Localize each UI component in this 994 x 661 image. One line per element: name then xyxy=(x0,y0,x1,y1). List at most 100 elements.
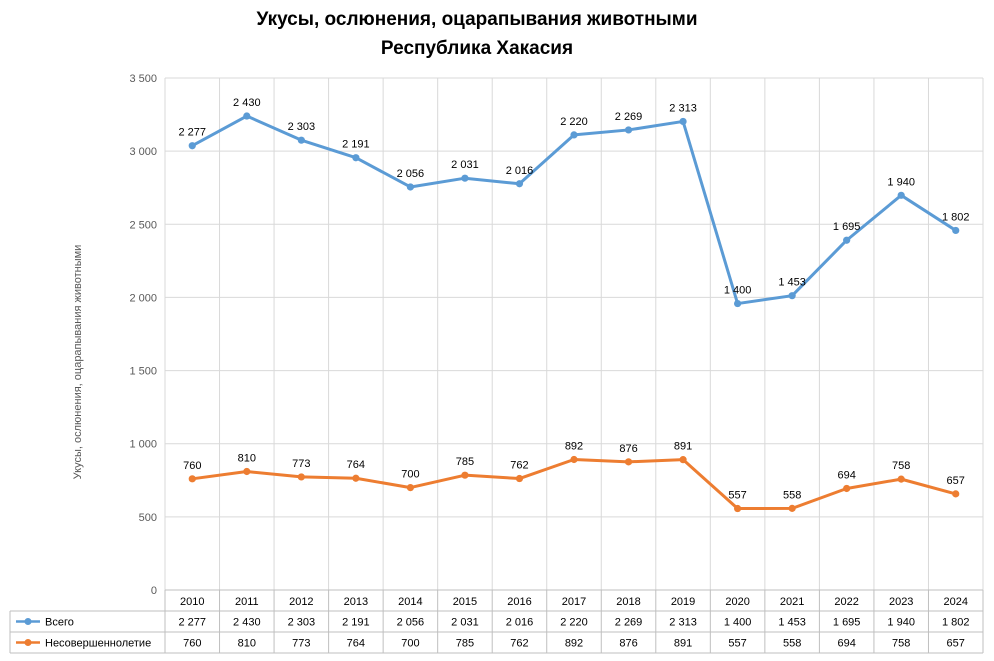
data-point xyxy=(461,174,469,182)
data-point xyxy=(188,142,196,150)
data-point xyxy=(734,504,742,513)
table-cell: 773 xyxy=(292,638,310,650)
table-cell: 2 269 xyxy=(615,617,643,629)
table-header-cell: 2013 xyxy=(344,596,368,608)
table-cell: 1 802 xyxy=(942,617,970,629)
chart-title-line-1: Укусы, ослюнения, оцарапывания животными xyxy=(256,9,697,30)
table-cell: 700 xyxy=(401,638,419,650)
table-cell: 760 xyxy=(183,638,201,650)
data-label: 2 430 xyxy=(233,97,261,109)
table-cell: 557 xyxy=(728,638,746,650)
data-label: 557 xyxy=(728,490,746,502)
y-tick-label: 3 500 xyxy=(129,73,157,85)
data-point xyxy=(461,471,469,479)
table-cell: 2 430 xyxy=(233,617,261,629)
table-header-cell: 2018 xyxy=(616,596,640,608)
table-header-cell: 2012 xyxy=(289,596,313,608)
data-label: 1 453 xyxy=(778,277,806,289)
data-label: 2 303 xyxy=(288,121,316,133)
y-tick-label: 1 500 xyxy=(129,366,157,378)
table-cell: 2 277 xyxy=(179,617,207,629)
table-header-cell: 2014 xyxy=(398,596,422,608)
table-header-cell: 2015 xyxy=(453,596,477,608)
table-header-cell: 2016 xyxy=(507,596,531,608)
data-point xyxy=(515,474,524,483)
y-axis-label: Укусы, ослюнения, оцарапывания животными xyxy=(72,245,84,480)
data-label: 758 xyxy=(892,460,910,472)
data-point xyxy=(843,236,851,244)
table-header-cell: 2010 xyxy=(180,596,204,608)
data-label: 760 xyxy=(183,460,201,472)
data-point xyxy=(897,475,905,483)
table-cell: 785 xyxy=(456,638,474,650)
legend-label: Всего xyxy=(45,617,74,629)
table-cell: 810 xyxy=(238,638,256,650)
table-cell: 1 453 xyxy=(778,617,806,629)
table-cell: 764 xyxy=(347,638,365,650)
data-point xyxy=(679,117,687,126)
table-header-cell: 2021 xyxy=(780,596,804,608)
table-cell: 2 220 xyxy=(560,617,588,629)
table-cell: 758 xyxy=(892,638,910,650)
table-header-cell: 2020 xyxy=(725,596,749,608)
data-label: 764 xyxy=(347,459,365,471)
table-header-cell: 2023 xyxy=(889,596,913,608)
table-cell: 2 031 xyxy=(451,617,479,629)
table-cell: 2 191 xyxy=(342,617,370,629)
data-label: 1 400 xyxy=(724,285,752,297)
data-label: 558 xyxy=(783,489,801,501)
data-point xyxy=(624,126,633,134)
data-label: 876 xyxy=(619,443,637,455)
y-tick-label: 3 000 xyxy=(129,146,157,158)
data-labels: 2 277 2 430 2 303 2 191 2 056 2 031 2 016 2 220… xyxy=(179,97,970,501)
table-cell: 2 016 xyxy=(506,617,534,629)
data-label: 2 313 xyxy=(669,102,697,114)
data-point xyxy=(515,180,524,188)
data-label: 1 695 xyxy=(833,221,861,233)
data-point xyxy=(570,455,578,464)
data-label: 1 940 xyxy=(887,176,915,188)
table-cell: 558 xyxy=(783,638,801,650)
data-point xyxy=(843,484,851,493)
table-cell: 892 xyxy=(565,638,583,650)
data-label: 2 220 xyxy=(560,116,588,128)
table-header-cell: 2022 xyxy=(834,596,858,608)
table-header-cell: 2019 xyxy=(671,596,695,608)
table-header-cell: 2017 xyxy=(562,596,586,608)
table-cell: 694 xyxy=(837,638,855,650)
data-label: 810 xyxy=(238,453,256,465)
table-cell: 876 xyxy=(619,638,637,650)
table-cell: 1 400 xyxy=(724,617,752,629)
data-point xyxy=(406,183,414,191)
data-point xyxy=(297,473,305,481)
data-point xyxy=(188,475,196,483)
data-label: 1 802 xyxy=(942,211,970,223)
data-point xyxy=(243,467,251,476)
data-label: 785 xyxy=(456,456,474,468)
data-label: 2 016 xyxy=(506,165,534,177)
data-label: 700 xyxy=(401,469,419,481)
data-table: 2010 2011 2012 2013 2014 2015 2016 2017 2018 2019… xyxy=(9,589,984,654)
data-label: 2 269 xyxy=(615,111,643,123)
table-cell: 891 xyxy=(674,638,692,650)
y-axis-ticks: 0 500 1 000 1 500 2 000 2 500 3 000 3 500 xyxy=(129,73,157,597)
data-label: 892 xyxy=(565,441,583,453)
data-label: 2 277 xyxy=(179,127,207,139)
data-point xyxy=(352,154,360,162)
data-point xyxy=(243,112,251,120)
legend-marker xyxy=(24,618,32,625)
data-label: 773 xyxy=(292,458,310,470)
chart-title-line-2: Республика Хакасия xyxy=(381,38,573,59)
data-point xyxy=(570,131,578,139)
data-point xyxy=(734,299,742,308)
data-label: 2 191 xyxy=(342,139,370,151)
data-point xyxy=(897,191,905,199)
data-point xyxy=(788,504,796,512)
data-label: 2 031 xyxy=(451,159,479,171)
data-point xyxy=(952,490,960,498)
y-tick-label: 1 000 xyxy=(129,439,157,451)
table-cell: 2 056 xyxy=(397,617,425,629)
data-label: 2 056 xyxy=(397,168,425,180)
data-label: 694 xyxy=(837,469,855,481)
data-point xyxy=(788,292,796,300)
